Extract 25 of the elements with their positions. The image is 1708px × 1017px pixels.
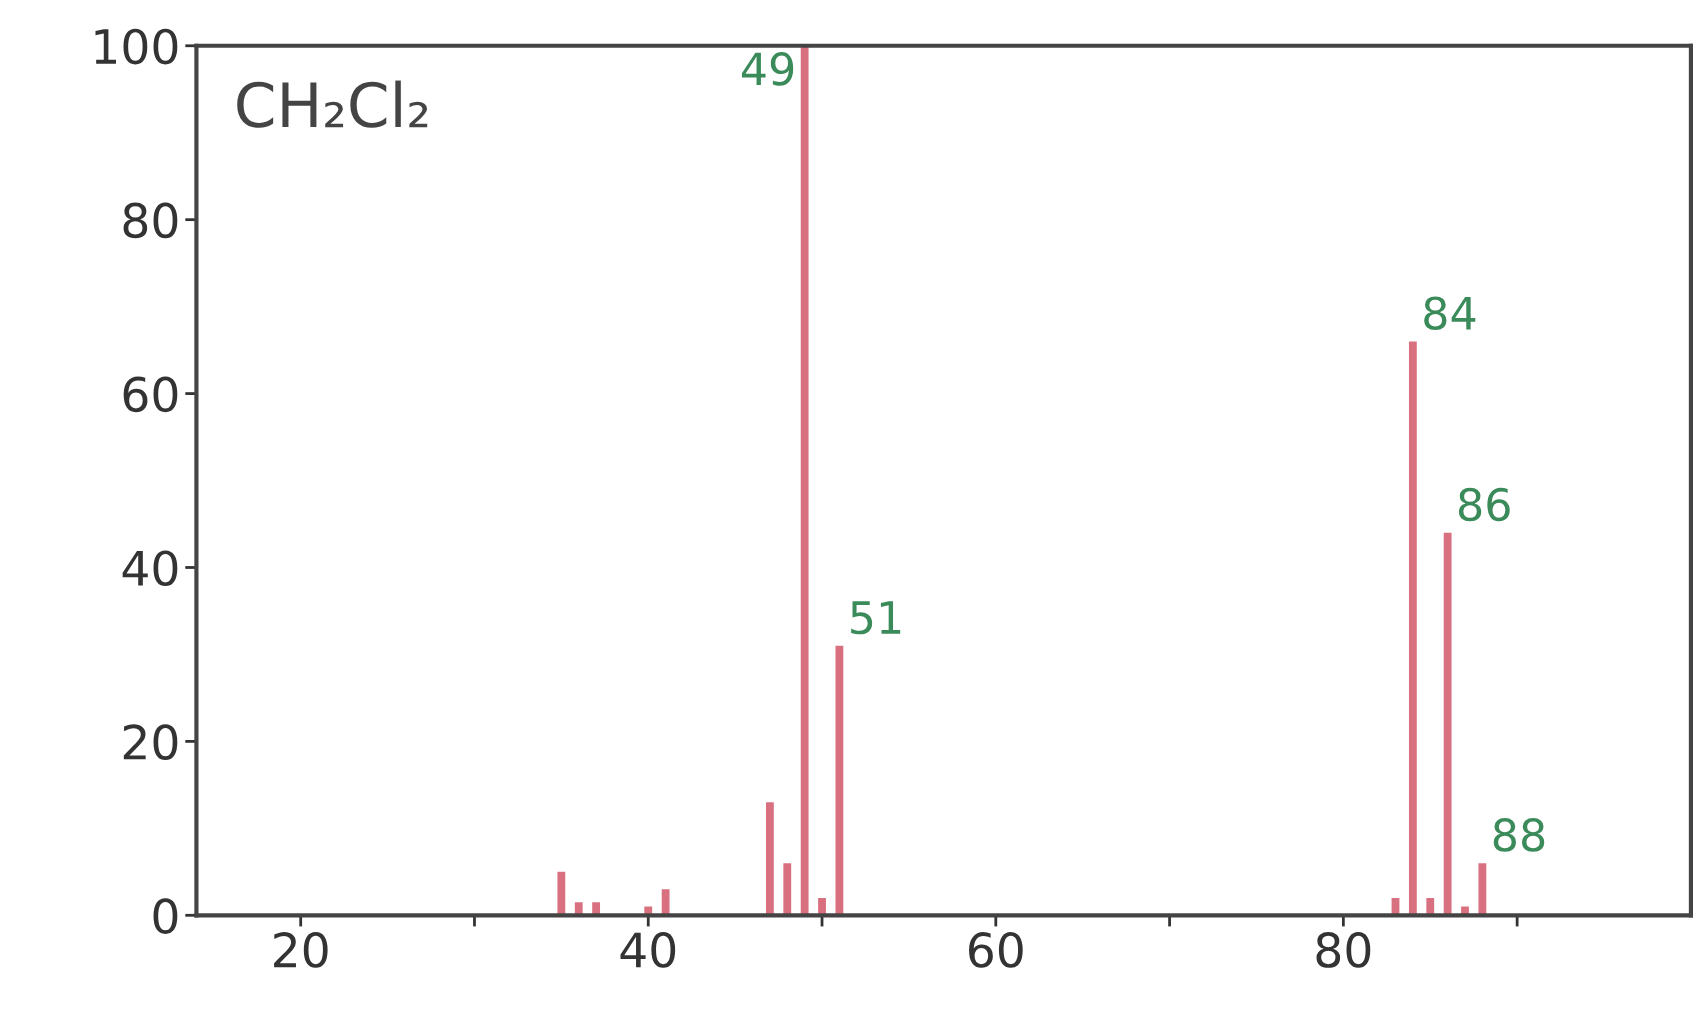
bar [661, 889, 670, 916]
x-tick-label: 60 [969, 932, 1023, 968]
annotation: CH₂Cl₂ [237, 80, 428, 128]
bar [1478, 863, 1487, 916]
y-tick-label: 0 [153, 898, 178, 934]
bar [1408, 341, 1417, 916]
y-tick-label: 60 [123, 376, 178, 413]
y-tick-label: 100 [95, 28, 178, 65]
bar [835, 645, 844, 916]
annotation: 84 [1424, 296, 1476, 331]
bar [765, 802, 774, 916]
y-tick-label: 80 [123, 202, 178, 239]
bar [1443, 532, 1452, 916]
y-tick-label: 40 [122, 550, 178, 587]
annotation: 86 [1458, 487, 1510, 522]
annotation: 49 [741, 52, 794, 86]
annotation: 88 [1493, 818, 1545, 852]
x-tick-label: 20 [274, 932, 328, 968]
bar [557, 871, 566, 916]
bar [800, 45, 809, 916]
x-tick-label: 80 [1316, 932, 1371, 968]
annotation: 51 [851, 601, 901, 635]
y-tick-label: 20 [123, 724, 178, 761]
bar [783, 863, 792, 916]
x-tick-label: 40 [620, 932, 676, 968]
